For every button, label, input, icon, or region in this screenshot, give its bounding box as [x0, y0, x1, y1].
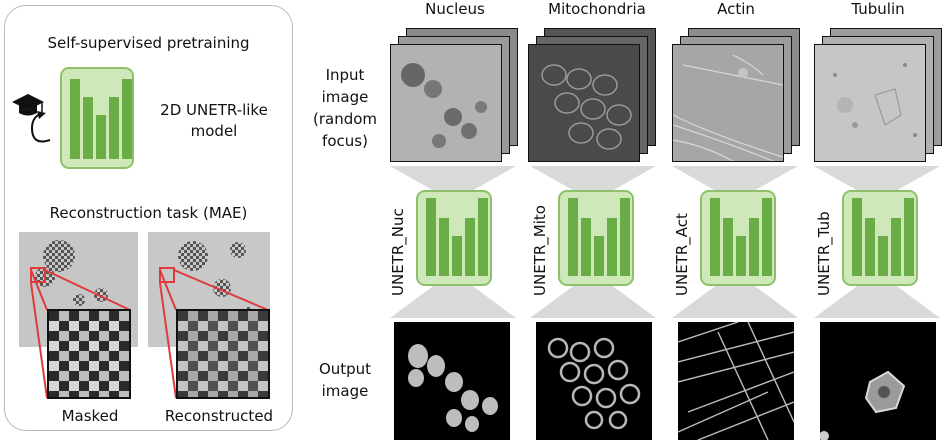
- model-icon-nucleus: [416, 190, 492, 286]
- model-bar: [70, 79, 80, 159]
- model-icon-actin: [700, 190, 776, 286]
- model-icon-tubulin: [842, 190, 918, 286]
- reconstructed-zoom-patch: [176, 309, 270, 399]
- model-label-line2: model: [190, 122, 238, 140]
- masked-label: Masked: [61, 407, 119, 425]
- model-bar: [122, 79, 132, 159]
- column-header-actin: Actin: [717, 0, 755, 18]
- output-label-line2: image: [321, 382, 369, 400]
- model-label-mitochondria: UNETR_Mito: [531, 205, 549, 296]
- output-label-line1: Output: [318, 360, 372, 378]
- masked-zoom-patch: [47, 309, 131, 399]
- actin-input-image: [672, 44, 784, 162]
- reconstruction-title: Reconstruction task (MAE): [49, 204, 248, 222]
- zoom-lines: [30, 269, 269, 399]
- input-label-line2: image: [321, 88, 369, 106]
- input-label-line1: Input: [325, 66, 365, 84]
- model-label-actin: UNETR_Act: [673, 213, 691, 296]
- mitochondria-output-image: [536, 322, 652, 440]
- input-label-line3: (random: [312, 110, 378, 128]
- model-label-line1: 2D UNETR-like: [160, 101, 268, 119]
- model-bar: [109, 97, 119, 159]
- model-label-tubulin: UNETR_Tub: [815, 211, 833, 296]
- mitochondria-input-image: [528, 44, 640, 162]
- pretraining-model-icon: [60, 67, 134, 169]
- pretraining-title: Self-supervised pretraining: [47, 34, 250, 52]
- nucleus-output-image: [394, 322, 510, 440]
- nucleus-input-image: [390, 44, 502, 162]
- input-label-line4: focus): [322, 132, 368, 150]
- column-header-mitochondria: Mitochondria: [548, 0, 646, 18]
- tubulin-output-image: [820, 322, 936, 440]
- reconstructed-label: Reconstructed: [164, 407, 274, 425]
- model-label-nucleus: UNETR_Nuc: [389, 208, 407, 296]
- model-bar: [83, 97, 93, 159]
- pretraining-panel: [4, 5, 293, 431]
- actin-output-image: [678, 322, 794, 440]
- tubulin-input-image: [814, 44, 926, 162]
- graduation-cap-icon: [12, 94, 51, 143]
- model-icon-mitochondria: [558, 190, 634, 286]
- column-header-nucleus: Nucleus: [425, 0, 485, 18]
- model-bar: [96, 115, 106, 159]
- column-header-tubulin: Tubulin: [851, 0, 905, 18]
